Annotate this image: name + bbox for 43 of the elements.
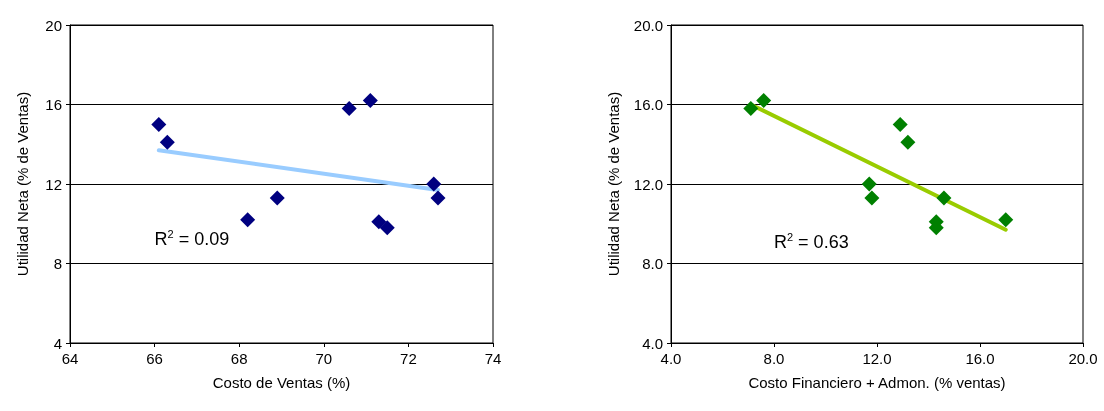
point [861,176,877,192]
y-tick-label: 20.0 [633,16,663,34]
y-tick-label: 16 [45,96,62,113]
x-tick-label: 64 [61,350,79,367]
point [426,176,442,192]
point [159,134,175,150]
x-axis-title: Costo Financiero + Admon. (% ventas) [748,374,1006,391]
x-tick-label: 20.0 [1068,350,1098,367]
point [998,212,1014,228]
y-tick-label: 12.0 [633,175,663,193]
point [936,190,952,206]
point [341,100,357,116]
y-tick-label: 8 [53,255,62,272]
point [756,93,772,109]
y-tick-label: 20 [45,16,62,34]
x-tick-label: 70 [315,350,333,367]
point [892,116,908,132]
point [900,134,916,150]
x-tick-label: 68 [230,350,248,367]
x-tick-label: 66 [146,350,163,367]
point [379,220,395,236]
x-tick-label: 72 [400,350,417,367]
y-axis-title: Utilidad Neta (% de Ventas) [605,91,622,277]
y-tick-label: 4 [53,334,62,352]
point [240,212,256,228]
y-tick-label: 16.0 [633,96,663,113]
x-tick-label: 74 [484,350,502,367]
point [362,93,378,109]
x-axis-title: Costo de Ventas (%) [212,374,351,391]
point [864,190,880,206]
x-tick-label: 4.0 [660,350,682,367]
x-tick-label: 12.0 [862,350,892,367]
y-tick-label: 12 [45,175,62,193]
y-axis-title: Utilidad Neta (% de Ventas) [14,91,31,277]
x-tick-label: 8.0 [763,350,785,367]
point [269,190,285,206]
y-tick-label: 8.0 [642,255,663,272]
point [371,214,387,230]
x-tick-label: 16.0 [965,350,995,367]
point [430,190,446,206]
y-tick-label: 4.0 [642,334,663,352]
point [743,100,759,116]
point [151,116,167,132]
